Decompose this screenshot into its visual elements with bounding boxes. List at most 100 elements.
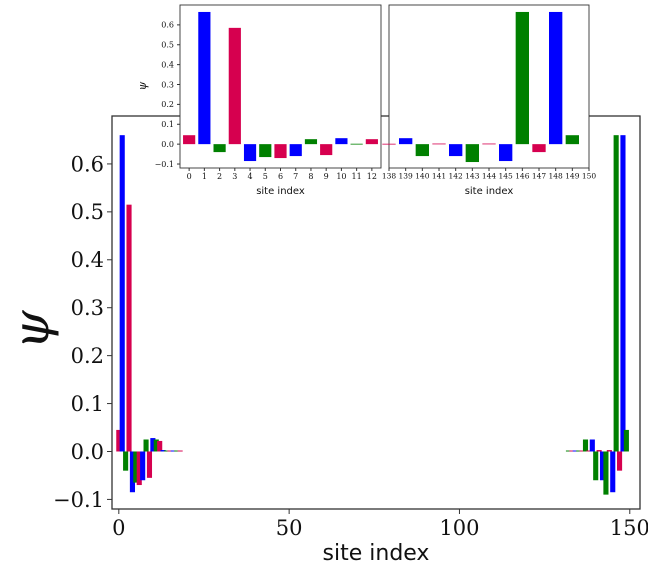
bar: [593, 451, 599, 481]
bar: [399, 138, 413, 145]
y-tick-label: 0.2: [161, 100, 174, 109]
x-tick-label: 100: [439, 516, 479, 540]
bar: [157, 440, 163, 452]
y-tick-label: 0.1: [71, 392, 104, 416]
x-tick-label: 149: [565, 172, 580, 181]
bar: [382, 143, 396, 145]
x-tick-label: 3: [232, 172, 237, 181]
bar: [449, 144, 463, 157]
bar: [289, 144, 302, 157]
x-axis-label: site index: [256, 186, 305, 197]
bar: [174, 450, 180, 452]
bar: [150, 438, 156, 452]
bar: [599, 451, 606, 481]
x-tick-label: 11: [352, 172, 362, 181]
bar: [603, 451, 609, 495]
bar: [198, 11, 211, 145]
y-axis-label: ψ: [136, 81, 149, 90]
x-tick-label: 7: [293, 172, 298, 181]
bar: [572, 450, 578, 452]
bar: [126, 204, 132, 452]
bar: [228, 27, 241, 145]
x-tick-label: 150: [610, 516, 648, 540]
bar: [259, 144, 272, 158]
y-tick-label: 0.3: [71, 296, 104, 320]
x-tick-label: 6: [278, 172, 283, 181]
bar: [177, 450, 183, 452]
bar: [129, 451, 135, 493]
bar: [610, 451, 616, 493]
x-tick-label: 12: [367, 172, 377, 181]
y-tick-label: 0.2: [71, 344, 104, 368]
bar: [146, 451, 153, 478]
bar: [586, 450, 592, 452]
y-tick-label: 0.4: [161, 60, 174, 69]
bar: [350, 143, 363, 145]
x-tick-label: 141: [432, 172, 446, 181]
x-tick-label: 5: [263, 172, 268, 181]
x-tick-label: 142: [449, 172, 464, 181]
bar: [213, 144, 226, 153]
x-tick-label: 9: [324, 172, 329, 181]
y-tick-label: 0.1: [161, 120, 174, 129]
bar: [136, 451, 142, 486]
bar: [613, 135, 619, 452]
bar: [143, 439, 149, 452]
bar: [116, 429, 122, 452]
bar: [617, 451, 623, 471]
bar: [304, 139, 318, 145]
bar: [565, 135, 579, 145]
x-tick-label: 1: [202, 172, 207, 181]
bar: [140, 451, 146, 481]
x-tick-label: 138: [382, 172, 397, 181]
y-tick-label: −0.1: [53, 488, 104, 512]
x-tick-label: 144: [482, 172, 497, 181]
bar: [320, 144, 333, 156]
bar: [183, 135, 196, 145]
bar: [133, 451, 139, 483]
bar: [532, 144, 546, 153]
x-axis-label: site index: [465, 186, 514, 197]
bar: [432, 143, 446, 145]
y-tick-label: 0.6: [71, 152, 104, 176]
bar: [623, 429, 629, 452]
x-tick-label: 0: [187, 172, 192, 181]
y-tick-label: 0.0: [71, 440, 104, 464]
bar: [274, 144, 287, 159]
x-tick-label: 10: [336, 172, 346, 181]
bar: [123, 451, 129, 471]
y-tick-label: 0.5: [71, 200, 104, 224]
y-tick-label: 0.6: [161, 21, 174, 30]
bar: [565, 450, 572, 452]
bar: [415, 144, 429, 157]
inset-left-plot: 0 1 2 3 4 5 6 7 8 9 10 11 12−0.10.00.10.20.30.40.50.…: [136, 4, 382, 197]
x-tick-label: 148: [549, 172, 564, 181]
x-tick-label: 143: [465, 172, 480, 181]
bar: [589, 439, 595, 452]
x-tick-label: 145: [499, 172, 514, 181]
bar: [482, 143, 496, 145]
bar: [365, 139, 378, 145]
bar: [620, 135, 626, 452]
x-tick-label: 2: [217, 172, 222, 181]
x-tick-label: 4: [247, 172, 252, 181]
y-tick-label: 0.5: [161, 41, 174, 50]
x-axis-label: site index: [323, 541, 430, 565]
bar: [569, 450, 575, 452]
y-tick-label: 0.0: [161, 140, 174, 149]
y-tick-label: 0.3: [161, 80, 174, 89]
plot-frame: [111, 115, 641, 510]
bar: [515, 11, 529, 145]
x-tick-label: 146: [515, 172, 530, 181]
bar: [163, 450, 170, 452]
x-tick-label: 140: [415, 172, 430, 181]
x-tick-label: 150: [582, 172, 597, 181]
bar: [579, 450, 585, 452]
bar: [465, 144, 479, 163]
y-tick-label: 0.4: [71, 248, 104, 272]
bar: [549, 11, 563, 145]
bar: [119, 135, 125, 452]
